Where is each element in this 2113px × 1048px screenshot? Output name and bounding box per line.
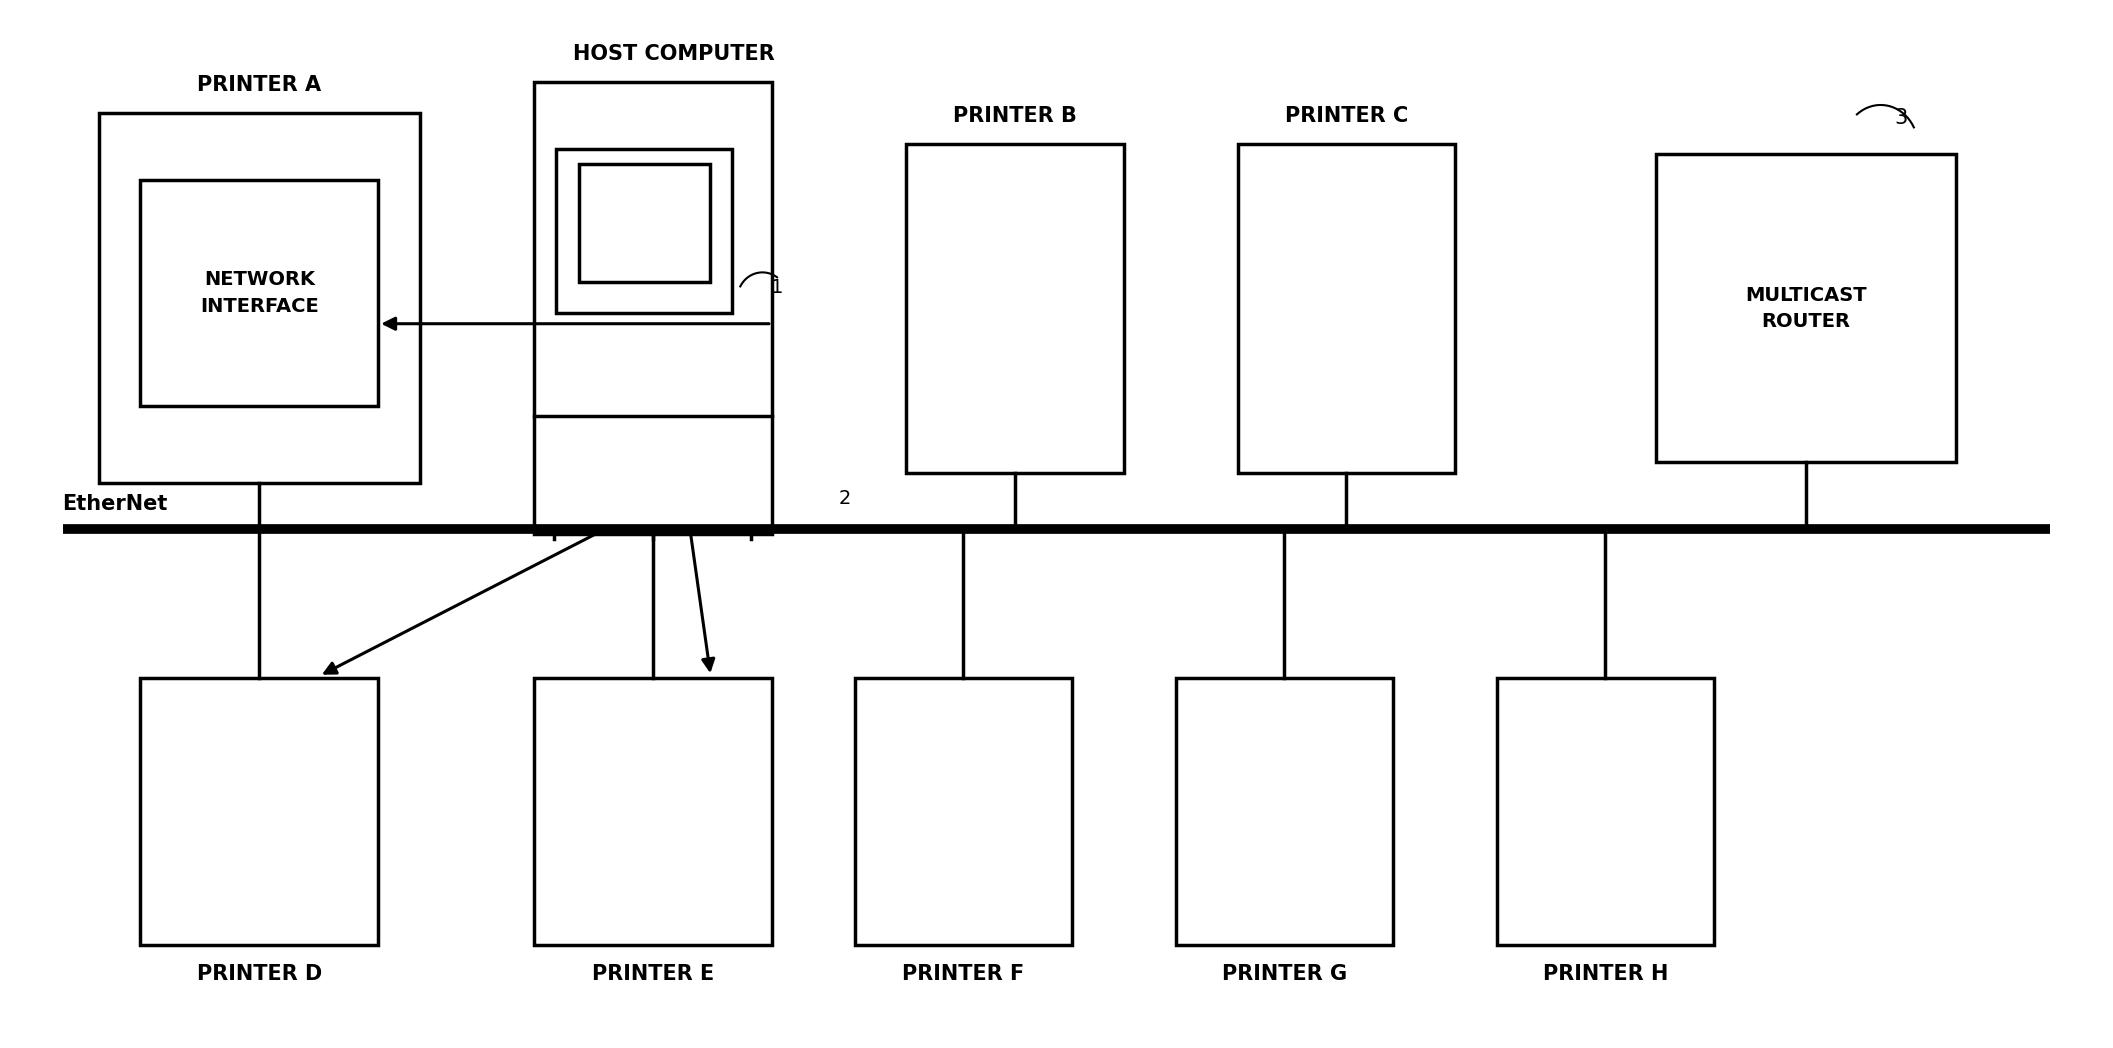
Text: MULTICAST
ROUTER: MULTICAST ROUTER — [1745, 285, 1868, 331]
Text: PRINTER C: PRINTER C — [1285, 106, 1407, 126]
Text: 3: 3 — [1895, 108, 1908, 128]
Text: PRINTER E: PRINTER E — [592, 963, 714, 984]
Bar — [535, 678, 771, 945]
Bar — [556, 149, 733, 313]
Text: PRINTER A: PRINTER A — [197, 74, 321, 94]
Text: PRINTER H: PRINTER H — [1542, 963, 1667, 984]
Bar — [906, 144, 1124, 473]
Text: NETWORK
INTERFACE: NETWORK INTERFACE — [201, 270, 319, 315]
Text: 2: 2 — [839, 488, 852, 508]
Text: EtherNet: EtherNet — [63, 494, 167, 514]
Bar — [535, 83, 771, 534]
Bar — [1175, 678, 1392, 945]
Bar — [1496, 678, 1714, 945]
Bar — [99, 113, 420, 483]
Text: HOST COMPUTER: HOST COMPUTER — [573, 44, 773, 64]
Text: PRINTER F: PRINTER F — [902, 963, 1025, 984]
Bar — [579, 165, 710, 282]
Bar — [854, 678, 1071, 945]
Bar — [139, 678, 378, 945]
Text: 1: 1 — [771, 279, 784, 298]
Text: PRINTER D: PRINTER D — [197, 963, 321, 984]
Text: PRINTER G: PRINTER G — [1221, 963, 1346, 984]
Bar — [1238, 144, 1456, 473]
Bar — [139, 180, 378, 406]
Text: PRINTER B: PRINTER B — [953, 106, 1078, 126]
Bar — [1657, 154, 1957, 462]
